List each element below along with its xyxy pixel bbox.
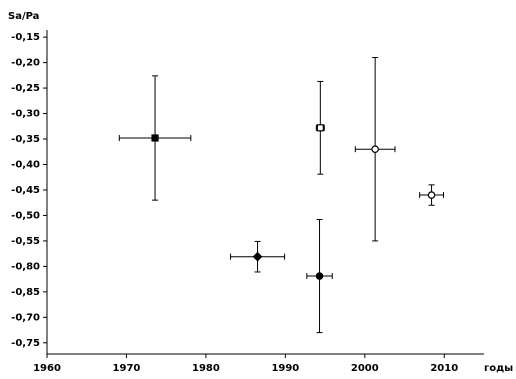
point xyxy=(316,124,324,132)
y-tick-label: -0,40 xyxy=(11,159,40,170)
x-tick-label: 1970 xyxy=(113,363,141,374)
point xyxy=(371,145,379,154)
x-axis-label: годы xyxy=(484,363,513,374)
y-tick-label: -0,80 xyxy=(11,261,40,272)
y-axis-label: Sa/Pa xyxy=(8,11,39,22)
y-tick-label: -0,55 xyxy=(11,236,40,247)
y-tick-label: -0,20 xyxy=(11,58,40,69)
y-tick-label: -0,15 xyxy=(11,32,40,43)
y-tick-label: -0,50 xyxy=(11,210,40,221)
y-tick-label: -0,70 xyxy=(11,312,40,323)
y-tick-label: -0,45 xyxy=(11,185,40,196)
y-tick-label: -0,25 xyxy=(11,83,40,94)
point xyxy=(252,251,263,262)
x-tick-label: 2000 xyxy=(351,363,379,374)
x-tick-label: 2010 xyxy=(430,363,458,374)
y-tick-label: -0,85 xyxy=(11,287,40,298)
point xyxy=(151,134,159,142)
x-tick-label: 1980 xyxy=(192,363,220,374)
point xyxy=(427,191,436,199)
point xyxy=(315,272,324,280)
y-tick-label: -0,35 xyxy=(11,134,40,145)
x-tick-label: 1990 xyxy=(271,363,299,374)
y-tick-label: -0,30 xyxy=(11,109,40,120)
x-tick-label: 1960 xyxy=(33,363,61,374)
y-tick-label: -0,75 xyxy=(11,338,40,349)
